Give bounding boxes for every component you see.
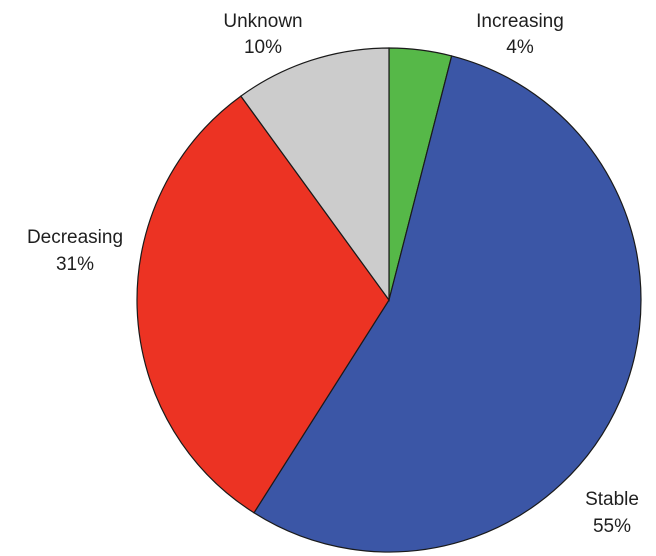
slice-stable <box>253 55 642 553</box>
labels-layer: Increasing 4% Stable 55% Decreasing 31% Unknow… <box>27 11 639 537</box>
slice-percent-unknown: 10% <box>244 37 282 58</box>
slice-percent-decreasing: 31% <box>56 254 94 275</box>
slice-percent-increasing: 4% <box>506 37 534 58</box>
slices-layer <box>136 47 642 553</box>
slice-label-unknown: Unknown <box>223 11 302 32</box>
slice-decreasing <box>136 95 390 514</box>
slice-label-decreasing: Decreasing <box>27 227 123 248</box>
slice-label-increasing: Increasing <box>476 11 564 32</box>
slice-label-stable: Stable <box>585 489 639 510</box>
slice-unknown <box>240 47 390 302</box>
slice-percent-stable: 55% <box>593 516 631 537</box>
